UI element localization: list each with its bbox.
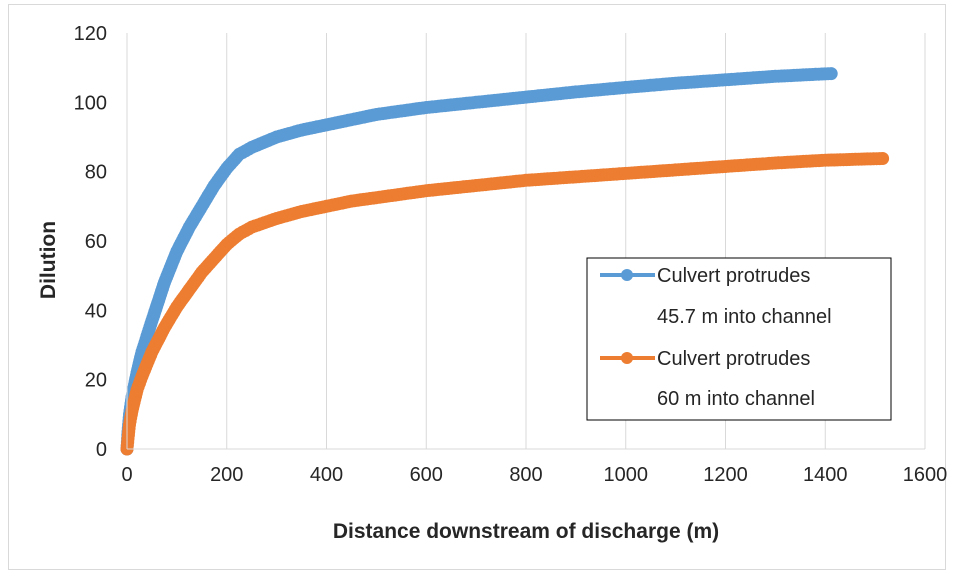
series-2: [120, 152, 890, 456]
series-2-point: [876, 152, 890, 165]
x-tick-label-1400: 1400: [803, 464, 848, 486]
legend-label-series-1-line1: Culvert protrudes: [657, 265, 810, 287]
legend-marker-series-2: [621, 352, 633, 364]
legend-marker-series-1: [621, 269, 633, 281]
x-tick-label-600: 600: [410, 464, 443, 486]
legend-label-series-2-line2: 60 m into channel: [657, 388, 815, 410]
series-1-point: [824, 67, 838, 81]
y-tick-label-120: 120: [74, 23, 107, 45]
y-tick-label-80: 80: [85, 162, 107, 184]
y-tick-label-40: 40: [85, 300, 107, 322]
series-group: [120, 67, 890, 456]
x-tick-label-1000: 1000: [604, 464, 649, 486]
x-tick-label-1600: 1600: [903, 464, 948, 486]
y-tick-label-100: 100: [74, 92, 107, 114]
x-tick-label-1200: 1200: [703, 464, 748, 486]
legend-label-series-2-line1: Culvert protrudes: [657, 348, 810, 370]
legend: Culvert protrudes 45.7 m into channel Cu…: [586, 257, 892, 421]
x-tick-label-800: 800: [509, 464, 542, 486]
x-tick-label-0: 0: [121, 464, 132, 486]
y-tick-label-0: 0: [96, 439, 107, 461]
legend-label-series-1-line2: 45.7 m into channel: [657, 306, 832, 328]
y-tick-label-20: 20: [85, 370, 107, 392]
x-tick-label-400: 400: [310, 464, 343, 486]
y-axis-title: Dilution: [37, 221, 60, 299]
legend-box: [586, 257, 892, 421]
axes: 0 200 400 600 800 1000 1200 1400 1600 0 20 40 60 80 10…: [74, 23, 948, 486]
y-tick-label-60: 60: [85, 231, 107, 253]
x-tick-label-200: 200: [210, 464, 243, 486]
x-axis-title: Distance downstream of discharge (m): [333, 520, 719, 543]
